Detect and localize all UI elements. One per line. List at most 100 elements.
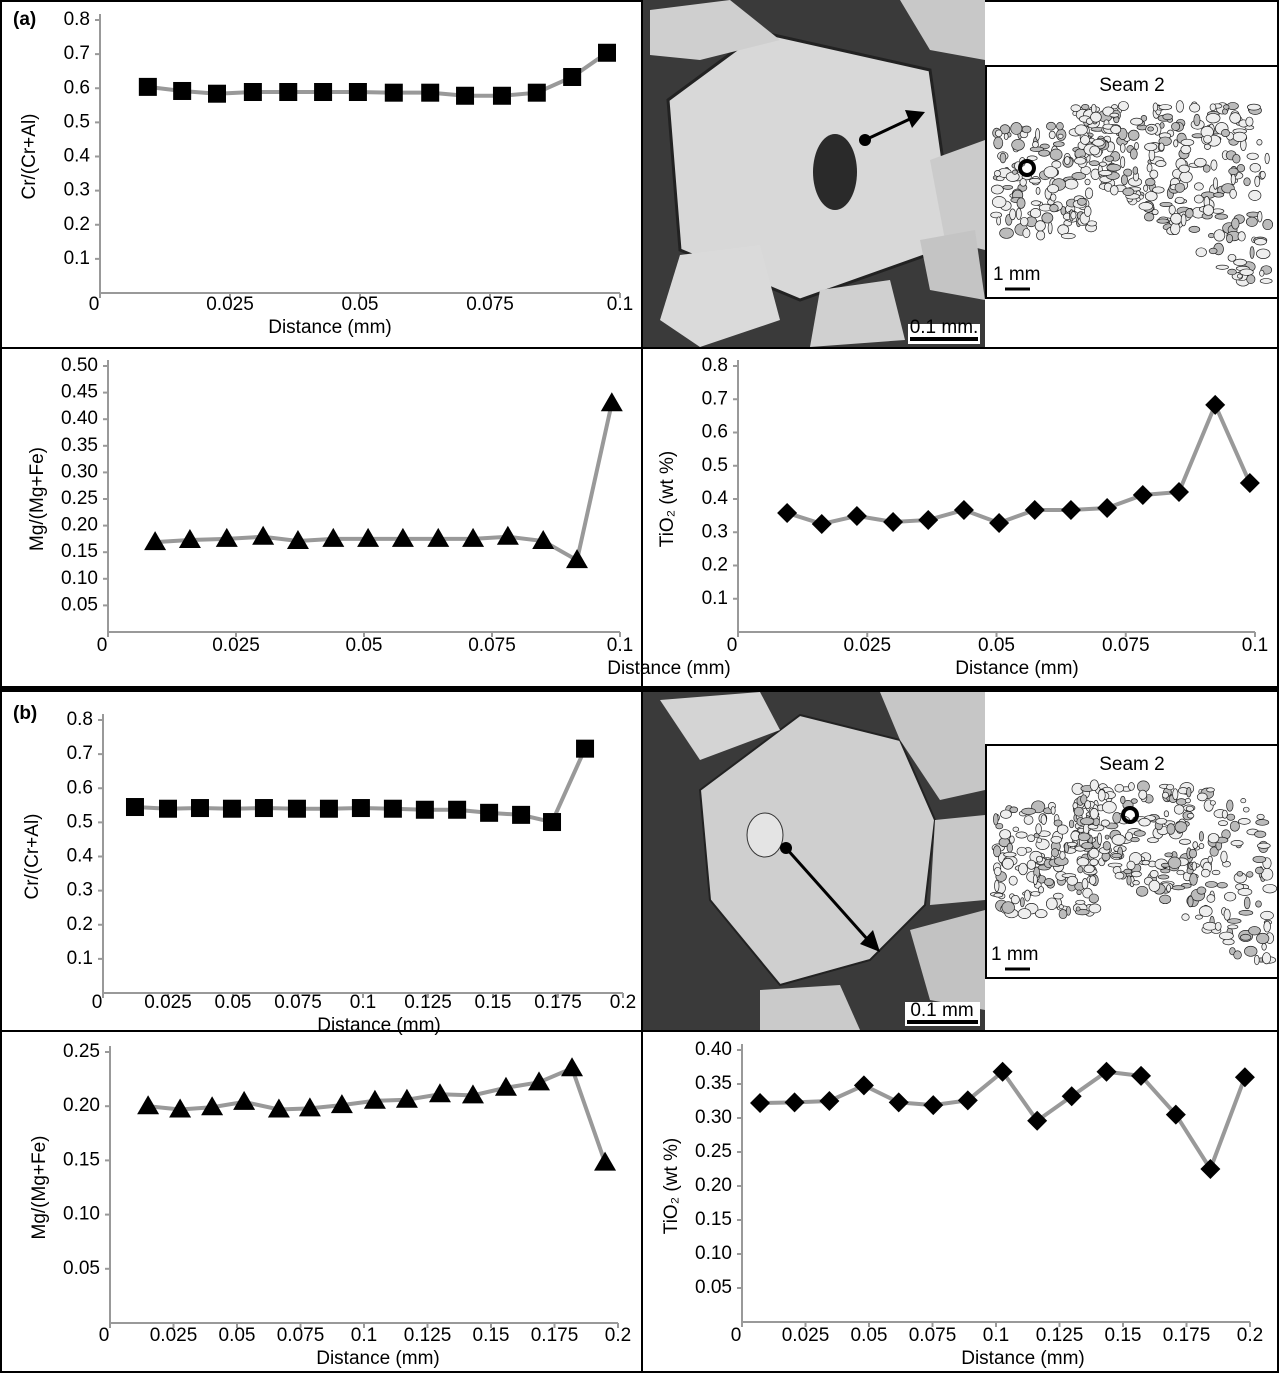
- grain: [1180, 138, 1195, 146]
- grain: [1239, 933, 1252, 941]
- grain: [1248, 190, 1262, 201]
- grain: [1118, 101, 1129, 111]
- y-tick-label: 0.10: [61, 568, 98, 589]
- grain: [999, 152, 1007, 164]
- grain: [1226, 918, 1242, 924]
- grain: [1052, 141, 1065, 147]
- marker: [1131, 1065, 1152, 1086]
- grain: [1149, 870, 1159, 878]
- grain: [1166, 884, 1171, 893]
- grain: [999, 227, 1014, 239]
- grain: [1006, 842, 1013, 853]
- grain: [1120, 795, 1126, 804]
- grain: [1246, 274, 1256, 284]
- grain: [1051, 160, 1062, 169]
- marker: [594, 1151, 617, 1171]
- x-tick-label: 0.1: [351, 1325, 377, 1346]
- grain: [1147, 837, 1159, 843]
- grain: [1262, 883, 1278, 894]
- grain: [1188, 848, 1197, 859]
- grain: [1155, 817, 1168, 825]
- x-tick-label: 0: [92, 992, 103, 1013]
- grain: [1245, 216, 1258, 227]
- x-tick-label: 0.025: [212, 635, 260, 656]
- grain: [1185, 805, 1194, 812]
- grain: [1077, 866, 1084, 874]
- grain: [1089, 145, 1100, 156]
- grain: [1047, 184, 1060, 194]
- grain: [1229, 820, 1240, 832]
- grain: [1088, 847, 1100, 859]
- grain: [1259, 269, 1265, 277]
- grain: [1046, 121, 1056, 131]
- grain: [1040, 814, 1047, 825]
- scale-label: 0.1 mm.: [910, 317, 979, 338]
- grain: [1157, 874, 1170, 880]
- grain: [1019, 178, 1027, 187]
- marker: [462, 527, 485, 547]
- grain: [1205, 113, 1221, 124]
- x-tick-label: 0.05: [978, 635, 1015, 656]
- grain: [993, 813, 999, 826]
- marker: [528, 1071, 551, 1091]
- y-tick-label: 0.5: [64, 111, 90, 132]
- marker: [496, 525, 519, 545]
- grain: [1111, 104, 1118, 110]
- grain: [1068, 819, 1075, 829]
- grain: [1120, 156, 1126, 169]
- panel-label: (a): [13, 9, 36, 30]
- grain: [1029, 208, 1042, 219]
- grain: [1036, 855, 1044, 863]
- grain: [1264, 152, 1270, 165]
- x-tick-label: 0.05: [346, 635, 383, 656]
- grain: [1034, 220, 1046, 232]
- grain: [1126, 860, 1136, 870]
- grain: [993, 136, 1004, 150]
- grain: [1058, 904, 1064, 910]
- grain: [1206, 894, 1216, 903]
- grain: [1173, 804, 1185, 815]
- grain: [1152, 102, 1159, 112]
- y-tick-label: 0.3: [67, 880, 93, 901]
- grain: [990, 211, 1003, 219]
- grain: [1098, 161, 1107, 167]
- grain: [1123, 168, 1133, 177]
- grain: [1088, 903, 1102, 914]
- marker: [918, 509, 939, 530]
- grain: [1215, 264, 1229, 270]
- y-tick-label: 0.7: [64, 43, 90, 64]
- marker: [1165, 1104, 1186, 1125]
- y-tick-label: 0.1: [67, 948, 93, 969]
- x-tick-label: 0.025: [206, 294, 254, 315]
- grain: [1248, 926, 1261, 936]
- grain: [1192, 841, 1199, 849]
- grain: [1114, 871, 1125, 880]
- x-tick-label: 0: [727, 635, 738, 656]
- grain: [999, 829, 1012, 840]
- x-tick-label: 0.075: [468, 635, 516, 656]
- grain: [1141, 860, 1150, 866]
- grain: [1026, 859, 1036, 870]
- photo: 0.1 mm: [643, 692, 985, 1030]
- x-tick-label: 0.125: [1036, 1325, 1084, 1346]
- grain: [1035, 909, 1048, 919]
- y-tick-label: 0.10: [63, 1204, 100, 1225]
- marker: [1061, 1086, 1082, 1107]
- x-tick-label: 0.025: [150, 1325, 198, 1346]
- grain: [1255, 819, 1270, 826]
- grain: [1186, 787, 1192, 798]
- grain: [1259, 278, 1273, 284]
- y-tick-label: 0.20: [695, 1175, 732, 1196]
- grain: [1098, 170, 1113, 176]
- grain: [1249, 246, 1255, 259]
- marker: [421, 83, 440, 102]
- grain: [1167, 856, 1182, 869]
- grain: [1216, 882, 1228, 889]
- grain: [1043, 166, 1058, 179]
- grain: [993, 892, 1004, 898]
- marker: [989, 512, 1010, 533]
- grain: [1220, 129, 1230, 137]
- grain: [1181, 913, 1190, 921]
- grain: [1050, 835, 1063, 844]
- marker: [576, 739, 595, 758]
